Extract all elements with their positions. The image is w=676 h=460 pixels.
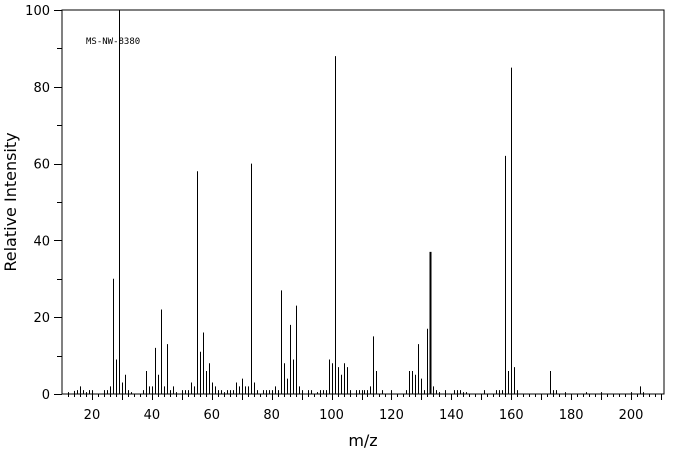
x-tick-label: 20 [84, 408, 101, 423]
x-tick-label: 200 [619, 408, 644, 423]
y-tick-label: 80 [33, 81, 50, 96]
spectrum-id-annotation: MS-NW-8380 [86, 37, 140, 47]
x-tick-label: 60 [203, 408, 220, 423]
peaks-group [68, 10, 644, 394]
x-tick-label: 100 [319, 408, 344, 423]
x-tick-label: 40 [144, 408, 161, 423]
plot-frame [61, 9, 665, 395]
y-tick-label: 60 [33, 158, 50, 173]
y-tick-label: 0 [42, 388, 50, 403]
x-tick-label: 140 [439, 408, 464, 423]
y-tick-label: 20 [33, 311, 50, 326]
x-axis-title: m/z [348, 431, 377, 450]
x-axis-ticks: 20 40 60 80 100 120 140 160 180 200 [68, 394, 662, 423]
x-tick-label: 120 [379, 408, 404, 423]
y-tick-label: 100 [25, 4, 50, 19]
x-tick-label: 180 [559, 408, 584, 423]
y-axis-ticks: 0 20 40 60 80 100 [25, 4, 62, 403]
x-tick-label: 80 [263, 408, 280, 423]
y-tick-label: 40 [33, 234, 50, 249]
x-tick-label: 160 [499, 408, 524, 423]
y-axis-title: Relative Intensity [1, 132, 20, 271]
